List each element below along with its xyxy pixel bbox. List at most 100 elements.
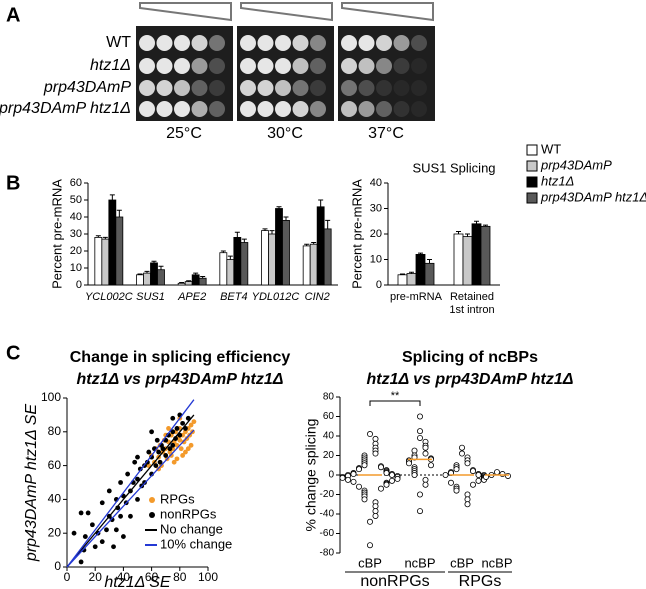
x-tick-label: 60 (145, 570, 159, 584)
dot (366, 542, 373, 549)
bar (198, 277, 207, 286)
point (135, 497, 140, 502)
error-bar (151, 260, 157, 263)
y-tick-label: -40 (320, 509, 335, 520)
point (180, 453, 186, 458)
dot (422, 476, 429, 483)
bar (261, 230, 269, 286)
y-tick-label: 20 (48, 525, 62, 539)
y-tick-label: -80 (320, 548, 335, 559)
temperature-label: 25°C (166, 125, 202, 142)
y-tick-label: 60 (323, 411, 335, 422)
colony-spot (257, 80, 274, 96)
dot (372, 435, 379, 442)
point (183, 449, 188, 455)
bar (302, 245, 311, 286)
colony-spot (275, 101, 291, 117)
error-bar (304, 243, 310, 246)
dot (475, 477, 482, 484)
bar (136, 274, 144, 286)
error-bar (227, 255, 233, 260)
chart-title: Splicing of ncBPs (402, 349, 538, 366)
error-bar (400, 273, 405, 275)
x-tick-label: ncBP (481, 555, 512, 570)
point (146, 449, 152, 455)
error-bar (318, 199, 324, 207)
colony-spot (257, 101, 274, 117)
dot (350, 478, 357, 485)
legend-label: htz1Δ (541, 173, 574, 188)
dot (458, 444, 465, 451)
reference-line (66, 414, 195, 568)
colony-spot (174, 80, 190, 96)
dot (411, 447, 418, 454)
colony-spot (358, 35, 375, 51)
legend-label: prp43DAmP (540, 157, 612, 172)
dot (442, 471, 449, 478)
dot (416, 508, 423, 515)
error-bar (95, 235, 101, 238)
dilution-wedge (341, 2, 434, 22)
error-bar (483, 224, 488, 227)
legend-swatch (526, 144, 538, 156)
bar (415, 253, 426, 286)
point (89, 522, 95, 528)
legend-label: nonRPGs (160, 506, 217, 521)
error-bar (241, 238, 247, 243)
colony-spot (358, 101, 375, 117)
error-bar (200, 276, 206, 279)
colony-spot (275, 35, 291, 51)
x-tick-label: SUS1 (136, 291, 165, 303)
error-bar (276, 206, 282, 209)
dot (383, 470, 390, 477)
y-tick-label: 40 (370, 177, 382, 189)
colony-spot (310, 58, 326, 74)
colony-spot (139, 58, 155, 74)
y-tick-label: 80 (323, 392, 335, 403)
reference-line (66, 399, 195, 568)
dot (388, 477, 395, 484)
error-bar (427, 259, 432, 264)
dot (416, 434, 423, 441)
chart-subtitle: htz1Δ vs prp43DAmP htz1Δ (366, 371, 573, 388)
colony-spot (156, 35, 173, 51)
colony-spot (376, 80, 392, 96)
dot (422, 444, 429, 451)
point (118, 480, 123, 485)
y-tick-label: -60 (320, 528, 335, 539)
y-tick-label: 0 (328, 470, 334, 481)
dot (372, 503, 379, 510)
legend-label: No change (160, 521, 223, 536)
point (78, 510, 84, 516)
strain-label: htz1Δ (90, 57, 131, 74)
y-tick-label: 80 (48, 424, 62, 438)
colony-spot (156, 101, 173, 117)
bar (226, 259, 235, 286)
legend-marker (149, 497, 155, 503)
colony-spot (191, 58, 208, 74)
dot (464, 460, 471, 467)
bar (191, 274, 200, 286)
point (128, 513, 133, 519)
error-bar (137, 273, 143, 275)
y-tick-label: 0 (376, 279, 382, 291)
point (149, 454, 155, 460)
dot (464, 496, 471, 503)
colony-spot (174, 58, 190, 74)
point (85, 510, 91, 516)
error-bar (144, 270, 150, 274)
error-bar (465, 233, 470, 237)
colony-spot (292, 80, 309, 96)
strain-label: WT (106, 34, 131, 51)
panel-label: A (6, 4, 20, 26)
temperature-label: 37°C (368, 125, 404, 142)
legend-swatch (526, 192, 538, 204)
point (181, 439, 187, 445)
error-bar (283, 216, 289, 221)
colony-spot (275, 58, 291, 74)
y-tick-label: 40 (48, 492, 62, 506)
error-bar (179, 281, 185, 284)
error-bar (325, 219, 331, 229)
point (177, 437, 183, 443)
